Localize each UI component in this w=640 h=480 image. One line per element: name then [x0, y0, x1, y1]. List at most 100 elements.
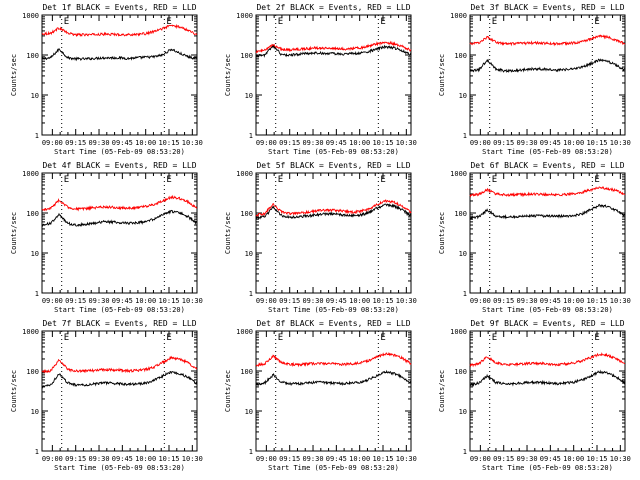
- panel-title: Det 8f BLACK = Events, RED = LLD: [256, 319, 410, 328]
- x-tick-label: 09:15: [65, 139, 86, 147]
- x-tick-label: 10:30: [396, 455, 417, 463]
- y-tick-label: 1000: [22, 170, 39, 178]
- y-axis-label: Counts/sec: [224, 370, 232, 412]
- x-tick-label: 09:15: [65, 297, 86, 305]
- lld-series-line: [255, 199, 412, 217]
- events-series-line: [41, 370, 198, 390]
- events-series-line: [469, 369, 626, 388]
- events-series-line: [41, 209, 198, 228]
- y-tick-label: 10: [31, 408, 39, 416]
- y-tick-label: 1: [463, 290, 467, 298]
- y-tick-label: 100: [240, 210, 253, 218]
- x-tick-label: 09:15: [493, 455, 514, 463]
- x-tick-label: 10:15: [158, 139, 179, 147]
- event-marker-label: E: [594, 17, 599, 27]
- x-axis-label: Start Time (05-Feb-09 08:53:20): [54, 148, 185, 156]
- lld-series-line: [469, 352, 625, 368]
- detector-panel-4: Det 4f BLACK = Events, RED = LLD 1 10 100 10…: [10, 161, 203, 314]
- x-tick-label: 10:00: [349, 139, 370, 147]
- x-tick-label: 10:00: [135, 139, 156, 147]
- lld-series-line: [255, 351, 412, 368]
- event-marker-label: E: [166, 333, 171, 343]
- x-axis-label: Start Time (05-Feb-09 08:53:20): [54, 464, 185, 472]
- y-tick-label: 1: [463, 132, 467, 140]
- event-marker-label: E: [64, 333, 69, 343]
- y-tick-label: 10: [459, 408, 467, 416]
- plot-frame: [255, 14, 412, 136]
- event-marker-label: E: [64, 17, 69, 27]
- x-tick-label: 10:00: [563, 297, 584, 305]
- y-tick-label: 1: [35, 448, 39, 456]
- plot-frame: [469, 330, 626, 452]
- x-tick-label: 09:45: [540, 139, 561, 147]
- x-tick-label: 09:00: [42, 455, 63, 463]
- x-tick-label: 09:45: [540, 455, 561, 463]
- x-tick-label: 10:15: [372, 455, 393, 463]
- x-tick-label: 10:30: [610, 297, 631, 305]
- x-tick-label: 09:30: [88, 297, 109, 305]
- events-series-line: [470, 203, 626, 221]
- x-tick-label: 10:15: [586, 455, 607, 463]
- x-tick-label: 10:15: [372, 139, 393, 147]
- x-axis-label: Start Time (05-Feb-09 08:53:20): [482, 148, 613, 156]
- x-tick-label: 09:00: [256, 455, 277, 463]
- x-tick-label: 10:30: [396, 297, 417, 305]
- event-marker-label: E: [278, 175, 283, 185]
- x-tick-label: 09:00: [470, 139, 491, 147]
- y-tick-label: 1: [249, 448, 253, 456]
- y-tick-label: 1: [249, 132, 253, 140]
- x-tick-label: 10:30: [182, 455, 203, 463]
- x-tick-label: 10:00: [563, 455, 584, 463]
- x-axis-label: Start Time (05-Feb-09 08:53:20): [268, 464, 399, 472]
- y-tick-label: 100: [454, 210, 467, 218]
- x-tick-label: 09:00: [470, 297, 491, 305]
- plot-frame: [255, 172, 412, 294]
- panel-title: Det 1f BLACK = Events, RED = LLD: [42, 3, 196, 12]
- x-tick-label: 09:45: [326, 297, 347, 305]
- x-tick-label: 09:00: [256, 139, 277, 147]
- x-tick-label: 10:15: [158, 455, 179, 463]
- event-marker-label: E: [166, 175, 171, 185]
- x-tick-label: 10:00: [349, 297, 370, 305]
- plot-frame: [469, 14, 626, 136]
- detector-panel-3: Det 3f BLACK = Events, RED = LLD 1 10 100 10…: [438, 3, 631, 156]
- x-tick-label: 09:45: [326, 139, 347, 147]
- y-axis-label: Counts/sec: [438, 212, 446, 254]
- x-tick-label: 10:15: [586, 297, 607, 305]
- x-tick-label: 09:15: [493, 297, 514, 305]
- x-tick-label: 09:15: [65, 455, 86, 463]
- detector-panel-7: Det 7f BLACK = Events, RED = LLD 1 10 100 10…: [10, 319, 203, 472]
- lld-series-line: [469, 186, 626, 198]
- y-tick-label: 1: [35, 132, 39, 140]
- events-series-line: [255, 369, 412, 387]
- x-tick-label: 10:15: [158, 297, 179, 305]
- detector-panel-6: Det 6f BLACK = Events, RED = LLD 1 10 100 10…: [438, 161, 631, 314]
- x-tick-label: 10:30: [182, 297, 203, 305]
- panel-title: Det 7f BLACK = Events, RED = LLD: [42, 319, 196, 328]
- x-tick-label: 09:30: [302, 455, 323, 463]
- lld-series-line: [41, 355, 198, 374]
- x-tick-label: 09:15: [279, 139, 300, 147]
- x-tick-label: 09:15: [279, 455, 300, 463]
- event-marker-label: E: [594, 175, 599, 185]
- event-marker-label: E: [594, 333, 599, 343]
- y-tick-label: 100: [454, 368, 467, 376]
- x-tick-label: 09:45: [112, 139, 133, 147]
- x-tick-label: 09:00: [470, 455, 491, 463]
- y-axis-label: Counts/sec: [10, 212, 18, 254]
- x-tick-label: 09:15: [493, 139, 514, 147]
- x-tick-label: 09:30: [516, 455, 537, 463]
- detector-panel-2: Det 2f BLACK = Events, RED = LLD 1 10 100 10…: [224, 3, 417, 156]
- event-marker-label: E: [64, 175, 69, 185]
- panel-title: Det 5f BLACK = Events, RED = LLD: [256, 161, 410, 170]
- x-tick-label: 10:30: [610, 455, 631, 463]
- y-tick-label: 100: [26, 368, 39, 376]
- y-tick-label: 100: [454, 52, 467, 60]
- y-tick-label: 1000: [450, 12, 467, 20]
- x-tick-label: 09:30: [302, 297, 323, 305]
- x-axis-label: Start Time (05-Feb-09 08:53:20): [482, 306, 613, 314]
- x-axis-label: Start Time (05-Feb-09 08:53:20): [482, 464, 613, 472]
- x-tick-label: 09:30: [88, 139, 109, 147]
- x-axis-label: Start Time (05-Feb-09 08:53:20): [268, 148, 399, 156]
- y-tick-label: 1: [463, 448, 467, 456]
